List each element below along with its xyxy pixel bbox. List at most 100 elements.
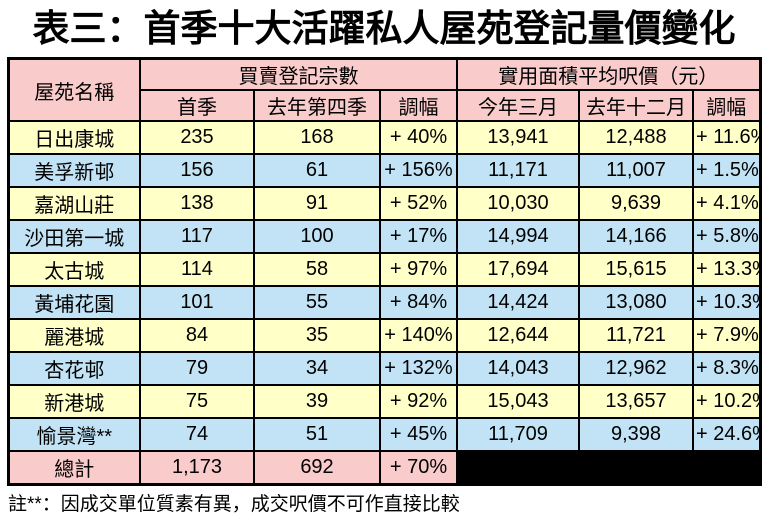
q1-count-cell: 114 [139, 252, 255, 288]
march-price-cell: 17,694 [456, 252, 580, 288]
header-registrations-group: 買賣登記宗數 [139, 57, 458, 92]
volume-change-cell: + 97% [379, 252, 458, 288]
q1-count-cell: 235 [139, 120, 255, 156]
price-change-cell: + 13.3% [692, 252, 761, 288]
volume-change-cell: + 40% [379, 120, 458, 156]
december-price-cell: 9,639 [578, 186, 694, 222]
price-change-cell: + 4.1% [692, 186, 761, 222]
price-change-cell: + 5.8% [692, 219, 761, 255]
march-price-cell: 15,043 [456, 384, 580, 420]
volume-change-cell: + 132% [379, 351, 458, 387]
december-price-cell: 13,080 [578, 285, 694, 321]
volume-change-cell: + 156% [379, 153, 458, 189]
last-q4-count-cell: 35 [253, 318, 381, 354]
estate-name-cell: 太古城 [7, 252, 141, 288]
december-price-cell: 9,398 [578, 417, 694, 453]
table-row: 太古城 114 58 + 97% 17,694 15,615 + 13.3% [7, 252, 761, 288]
q1-count-cell: 156 [139, 153, 255, 189]
estate-name-cell: 嘉湖山莊 [7, 186, 141, 222]
estate-name-cell: 新港城 [7, 384, 141, 420]
price-change-cell: + 1.5% [692, 153, 761, 189]
header-price-change: 調幅 [692, 89, 761, 123]
december-price-cell: 13,657 [578, 384, 694, 420]
march-price-cell: 14,043 [456, 351, 580, 387]
december-price-cell: 11,721 [578, 318, 694, 354]
march-price-cell: 13,941 [456, 120, 580, 156]
last-q4-count-cell: 55 [253, 285, 381, 321]
last-q4-count-cell: 34 [253, 351, 381, 387]
december-price-cell: 12,488 [578, 120, 694, 156]
march-price-cell: 14,994 [456, 219, 580, 255]
q1-count-cell: 75 [139, 384, 255, 420]
last-q4-count-cell: 58 [253, 252, 381, 288]
december-price-cell: 15,615 [578, 252, 694, 288]
table-row: 日出康城 235 168 + 40% 13,941 12,488 + 11.6% [7, 120, 761, 156]
last-q4-count-cell: 39 [253, 384, 381, 420]
volume-change-cell: + 52% [379, 186, 458, 222]
footnotes: 註**：因成交單位質素有異，成交呎價不可作直接比較 資料提供：土地註冊處及利嘉閣… [8, 491, 760, 514]
december-price-cell: 11,007 [578, 153, 694, 189]
price-change-cell: + 11.6% [692, 120, 761, 156]
price-change-cell: + 24.6% [692, 417, 761, 453]
volume-change-cell: + 17% [379, 219, 458, 255]
estate-name-cell: 黃埔花園 [7, 285, 141, 321]
header-q1: 首季 [139, 89, 255, 123]
header-march: 今年三月 [456, 89, 580, 123]
total-q1-count-cell: 1,173 [139, 450, 255, 486]
header-last-q4: 去年第四季 [253, 89, 381, 123]
volume-change-cell: + 45% [379, 417, 458, 453]
volume-change-cell: + 140% [379, 318, 458, 354]
table-row: 愉景灣** 74 51 + 45% 11,709 9,398 + 24.6% [7, 417, 761, 453]
last-q4-count-cell: 51 [253, 417, 381, 453]
page-title: 表三：首季十大活躍私人屋苑登記量價變化 [32, 8, 736, 49]
estate-name-cell: 沙田第一城 [7, 219, 141, 255]
estate-name-cell: 杏花邨 [7, 351, 141, 387]
last-q4-count-cell: 168 [253, 120, 381, 156]
table-header: 屋苑名稱 買賣登記宗數 實用面積平均呎價（元） 首季 去年第四季 調幅 今年三月… [7, 57, 761, 123]
header-estate-name: 屋苑名稱 [7, 57, 141, 123]
price-change-cell: + 10.3% [692, 285, 761, 321]
price-change-cell: + 8.3% [692, 351, 761, 387]
table-footer: 總計 1,173 692 + 70% [7, 450, 761, 486]
volume-change-cell: + 84% [379, 285, 458, 321]
q1-count-cell: 74 [139, 417, 255, 453]
header-december: 去年十二月 [578, 89, 694, 123]
march-price-cell: 12,644 [456, 318, 580, 354]
total-last-q4-count-cell: 692 [253, 450, 381, 486]
q1-count-cell: 79 [139, 351, 255, 387]
price-change-cell: + 10.2% [692, 384, 761, 420]
redacted-cells [456, 450, 761, 486]
total-volume-change-cell: + 70% [379, 450, 458, 486]
q1-count-cell: 84 [139, 318, 255, 354]
table-row: 新港城 75 39 + 92% 15,043 13,657 + 10.2% [7, 384, 761, 420]
march-price-cell: 11,171 [456, 153, 580, 189]
total-label-cell: 總計 [7, 450, 141, 486]
december-price-cell: 14,166 [578, 219, 694, 255]
last-q4-count-cell: 61 [253, 153, 381, 189]
header-volume-change: 調幅 [379, 89, 458, 123]
total-row: 總計 1,173 692 + 70% [7, 450, 761, 486]
table-row: 杏花邨 79 34 + 132% 14,043 12,962 + 8.3% [7, 351, 761, 387]
last-q4-count-cell: 100 [253, 219, 381, 255]
estate-name-cell: 麗港城 [7, 318, 141, 354]
estate-name-cell: 日出康城 [7, 120, 141, 156]
q1-count-cell: 101 [139, 285, 255, 321]
q1-count-cell: 117 [139, 219, 255, 255]
volume-change-cell: + 92% [379, 384, 458, 420]
table-row: 嘉湖山莊 138 91 + 52% 10,030 9,639 + 4.1% [7, 186, 761, 222]
estate-name-cell: 美孚新邨 [7, 153, 141, 189]
header-price-group: 實用面積平均呎價（元） [456, 57, 761, 92]
table-row: 美孚新邨 156 61 + 156% 11,171 11,007 + 1.5% [7, 153, 761, 189]
march-price-cell: 14,424 [456, 285, 580, 321]
last-q4-count-cell: 91 [253, 186, 381, 222]
march-price-cell: 10,030 [456, 186, 580, 222]
price-change-cell: + 7.9% [692, 318, 761, 354]
q1-count-cell: 138 [139, 186, 255, 222]
table-body: 日出康城 235 168 + 40% 13,941 12,488 + 11.6%… [7, 120, 761, 453]
table-row: 麗港城 84 35 + 140% 12,644 11,721 + 7.9% [7, 318, 761, 354]
table-row: 沙田第一城 117 100 + 17% 14,994 14,166 + 5.8% [7, 219, 761, 255]
table-row: 黃埔花園 101 55 + 84% 14,424 13,080 + 10.3% [7, 285, 761, 321]
estate-name-cell: 愉景灣** [7, 417, 141, 453]
footnote-comparison-note: 註**：因成交單位質素有異，成交呎價不可作直接比較 [8, 494, 460, 514]
